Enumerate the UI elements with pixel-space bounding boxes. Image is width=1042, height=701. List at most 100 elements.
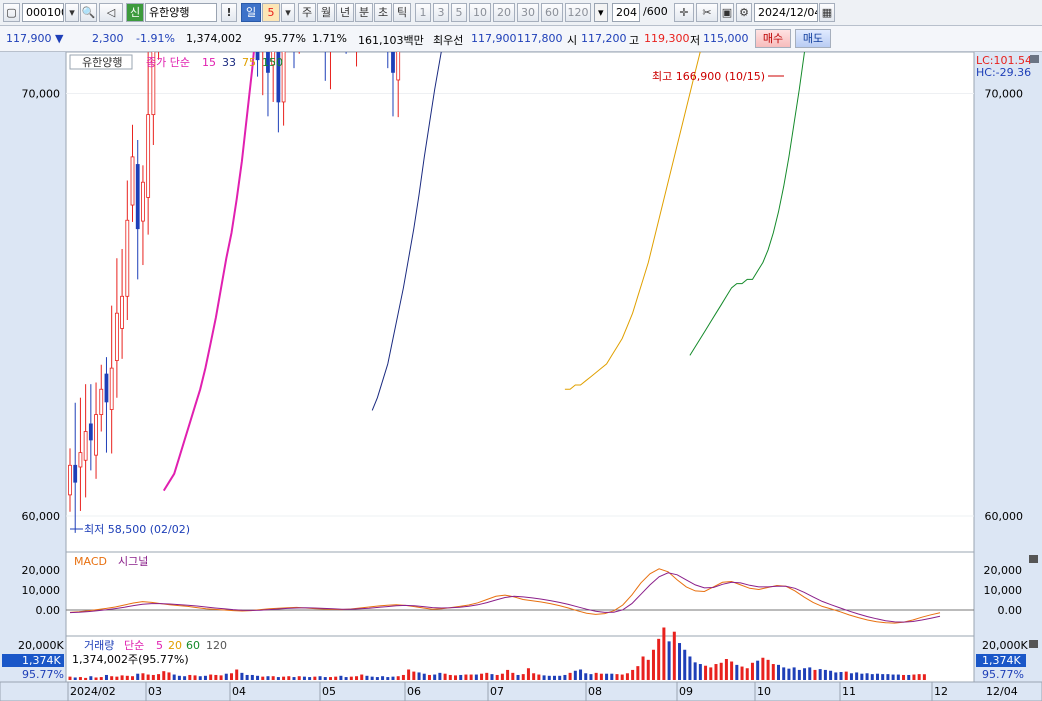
candle-body [266, 52, 270, 73]
legend-stock-name: 유한양행 [82, 56, 122, 69]
tab-month[interactable]: 월 [317, 3, 335, 22]
volume-bar [584, 673, 588, 680]
signal-line [69, 572, 941, 623]
period-dropdown-icon[interactable]: ▾ [281, 3, 295, 22]
volume-bar [636, 666, 640, 680]
volume-bar [730, 661, 734, 680]
volume-bar [391, 676, 395, 680]
volume-bar [735, 664, 739, 680]
left-axis-bg [0, 52, 66, 701]
candle-body [271, 52, 276, 66]
volume-bar [615, 674, 619, 680]
macd-tick-right: 0.00 [998, 604, 1023, 617]
candle-body [255, 52, 260, 61]
crosshair-icon[interactable]: ✛ [674, 3, 694, 22]
interval-120[interactable]: 120 [565, 3, 591, 22]
interval-60[interactable]: 60 [541, 3, 563, 22]
ma75-line [564, 52, 701, 390]
volume-bar [375, 677, 379, 680]
macd-tick-right: 10,000 [984, 584, 1023, 597]
save-icon[interactable]: ▣ [720, 3, 734, 22]
best-ask: 117,900 [471, 32, 517, 45]
volume-panel [65, 635, 975, 683]
stock-chart[interactable]: 60,00060,00070,00070,00080,00080,00090,0… [0, 52, 1042, 701]
search-icon[interactable]: 🔍 [80, 3, 97, 22]
volume-bar [355, 676, 359, 680]
sell-button[interactable]: 매도 [795, 29, 831, 48]
interval-30[interactable]: 30 [517, 3, 539, 22]
date-field[interactable]: 2024/12/04 [754, 3, 818, 22]
volume-bar [829, 670, 833, 680]
volume-value: 1,374,002 [186, 32, 242, 45]
volume-bar [490, 674, 494, 680]
candle [94, 382, 98, 479]
volume-bar [771, 664, 775, 680]
period-count-field[interactable]: 5 [262, 3, 280, 22]
volume-bar [454, 675, 458, 680]
volume-bar [167, 672, 171, 680]
volume-bar [287, 676, 291, 680]
volume-close-icon[interactable] [1029, 640, 1038, 648]
interval-10[interactable]: 10 [469, 3, 491, 22]
tab-year[interactable]: 년 [336, 3, 354, 22]
high-label: 고 [629, 34, 640, 47]
volume-bar [782, 667, 786, 680]
macd-panel [65, 551, 975, 637]
sound-icon[interactable]: ◁ [99, 3, 123, 22]
interval-5[interactable]: 5 [451, 3, 467, 22]
volume-bar [448, 674, 452, 680]
candle-body [120, 295, 124, 329]
hc-label: HC:-29.36 [976, 66, 1031, 79]
window-icon[interactable]: ▢ [3, 3, 20, 22]
volume-bar [485, 672, 489, 680]
y-tick-label-right: 60,000 [985, 510, 1024, 523]
gear-icon[interactable]: ⚙ [736, 3, 752, 22]
volume-bar [214, 674, 218, 680]
scissors-icon[interactable]: ✂ [696, 3, 718, 22]
volume-bar [297, 676, 301, 680]
stock-code-input[interactable]: 000100 [22, 3, 64, 22]
macd-line [69, 568, 941, 624]
interval-20[interactable]: 20 [493, 3, 515, 22]
interval-3[interactable]: 3 [433, 3, 449, 22]
tab-second[interactable]: 초 [374, 3, 392, 22]
volume-bar [568, 672, 572, 680]
tab-minute[interactable]: 분 [355, 3, 373, 22]
volume-bar [250, 674, 254, 680]
volume-bar [401, 674, 405, 680]
interval-dropdown-icon[interactable]: ▾ [594, 3, 608, 22]
alert-button[interactable]: ! [221, 3, 237, 22]
x-tick-label: 09 [679, 685, 693, 698]
buy-button[interactable]: 매수 [755, 29, 791, 48]
vol-current-box-right [976, 654, 1026, 667]
bar-count-field[interactable]: 204 [612, 3, 640, 22]
candle-body [68, 464, 72, 496]
volume-bars [68, 627, 926, 680]
candle-body [276, 52, 281, 103]
stock-name-field[interactable]: 유한양행 [145, 3, 217, 22]
volume-bar [459, 674, 463, 680]
volume-bar [68, 676, 72, 680]
panel-menu-icon[interactable] [1030, 55, 1039, 63]
tab-week[interactable]: 주 [298, 3, 316, 22]
high-annotation: 최고 166,900 (10/15) [652, 70, 765, 83]
interval-1[interactable]: 1 [415, 3, 431, 22]
candle [271, 52, 276, 102]
calendar-icon[interactable]: ▦ [819, 3, 835, 22]
best-bid: 117,800 [517, 32, 563, 45]
macd-close-icon[interactable] [1029, 555, 1038, 563]
volume-bar [89, 676, 93, 680]
code-dropdown-icon[interactable]: ▾ [65, 3, 79, 22]
candle [391, 52, 395, 117]
volume-bar [407, 669, 411, 680]
volume-bar [229, 673, 233, 680]
tab-tick[interactable]: 틱 [393, 3, 411, 22]
volume-bar [688, 656, 692, 680]
volume-bar [662, 627, 666, 680]
volume-value-label: 1,374,002주(95.77%) [72, 653, 189, 666]
volume-bar [433, 674, 437, 680]
volume-bar [172, 674, 176, 680]
candle-body [135, 164, 140, 230]
volume-bar [579, 669, 583, 680]
tab-day[interactable]: 일 [241, 3, 261, 22]
